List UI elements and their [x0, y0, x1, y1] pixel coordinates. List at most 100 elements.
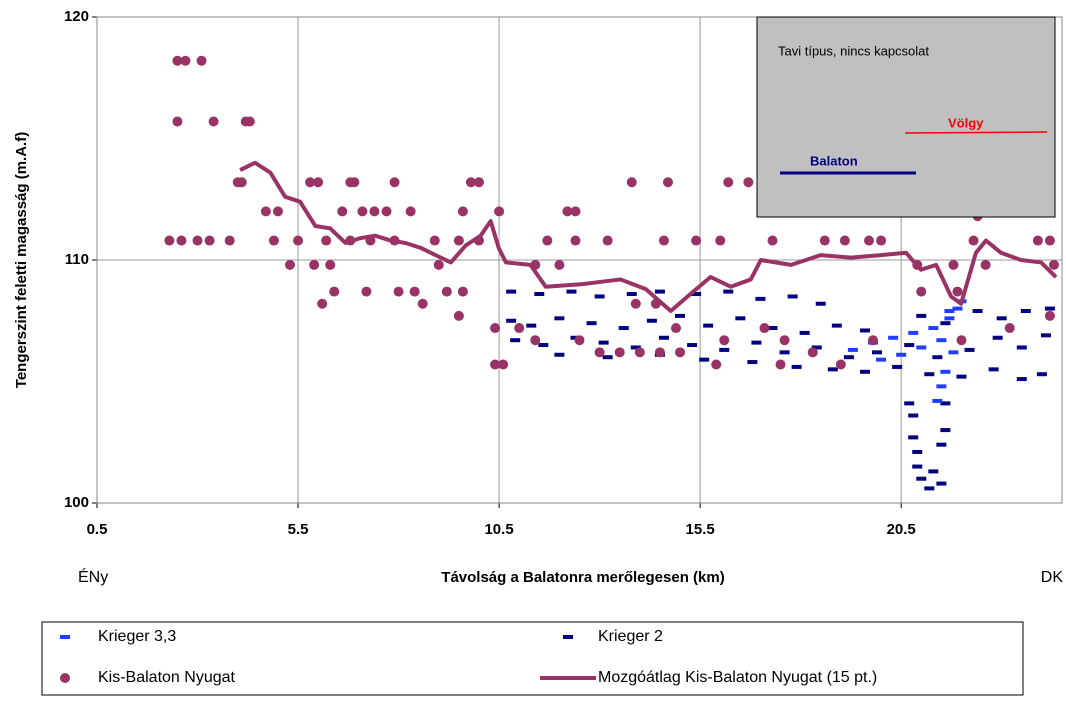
- dash-point: [936, 338, 947, 343]
- circle-point: [759, 323, 770, 334]
- circle-point: [313, 177, 324, 188]
- left-note: ÉNy: [78, 567, 108, 586]
- dash-point: [658, 335, 669, 340]
- dash-point: [602, 355, 613, 360]
- circle-point: [441, 286, 452, 297]
- inset-lower-label: Balaton: [810, 153, 858, 168]
- circle-point: [570, 206, 581, 217]
- circle-point: [337, 206, 348, 217]
- dash-point: [940, 401, 951, 406]
- dash-point: [735, 316, 746, 321]
- dash-point: [888, 335, 899, 340]
- dash-point: [526, 323, 537, 328]
- dash-point: [847, 347, 858, 352]
- dash-point: [908, 435, 919, 440]
- circle-point: [654, 347, 665, 358]
- circle-point: [719, 335, 730, 346]
- dash-point: [618, 326, 629, 331]
- circle-point: [465, 177, 476, 188]
- circle-point: [236, 177, 247, 188]
- circle-point: [285, 259, 295, 270]
- dash-point: [815, 301, 826, 306]
- dash-point: [936, 481, 947, 486]
- circle-point: [542, 235, 553, 246]
- circle-point: [1044, 310, 1055, 321]
- circle-point: [514, 323, 525, 334]
- inset-upper-label: Völgy: [948, 115, 984, 130]
- dash-point: [1020, 309, 1031, 314]
- legend-label: Mozgóátlag Kis-Balaton Nyugat (15 pt.): [598, 669, 877, 686]
- dash-point: [787, 294, 798, 299]
- dash-point: [779, 350, 790, 355]
- dash-point: [566, 289, 577, 294]
- circle-point: [293, 235, 304, 246]
- dash-point: [944, 316, 955, 321]
- dash-point: [956, 374, 967, 379]
- series: [506, 289, 1055, 491]
- dash-point: [594, 294, 605, 299]
- circle-point: [554, 259, 565, 270]
- dash-point: [859, 369, 870, 374]
- dash-point: [751, 340, 762, 345]
- dash-point: [932, 355, 943, 360]
- circle-point: [614, 347, 625, 358]
- x-tick-label: 0.5: [87, 521, 108, 538]
- circle-point: [602, 235, 613, 246]
- dash-point: [719, 347, 730, 352]
- circle-point: [457, 206, 468, 217]
- dash-point: [811, 345, 822, 350]
- circle-point: [176, 235, 187, 246]
- dash-point: [940, 321, 951, 326]
- dash-point: [626, 292, 637, 297]
- circle-point: [244, 116, 255, 127]
- circle-point: [1048, 259, 1059, 270]
- dash-point: [932, 398, 943, 403]
- circle-point: [839, 235, 850, 246]
- dash-point: [936, 384, 947, 389]
- circle-point: [1004, 323, 1015, 334]
- x-tick-label: 15.5: [686, 521, 715, 538]
- circle-point: [594, 347, 605, 358]
- x-tick-label: 20.5: [887, 521, 916, 538]
- dash-point: [940, 428, 951, 433]
- circle-point: [164, 235, 175, 246]
- inset: Tavi típus, nincs kapcsolat Völgy Balato…: [756, 16, 1056, 218]
- legend-label: Krieger 3,3: [98, 628, 176, 645]
- circle-point: [1044, 235, 1055, 246]
- y-axis-label: Tengerszint feletti magasság (m.A.f): [13, 132, 30, 388]
- circle-point: [208, 116, 219, 127]
- dash-point: [988, 367, 999, 372]
- circle-point: [349, 177, 360, 188]
- dash-point: [940, 369, 951, 374]
- circle-point: [948, 259, 959, 270]
- dash-point: [534, 292, 545, 297]
- circle-point: [417, 298, 428, 309]
- circle-point: [868, 335, 879, 346]
- dash-point: [964, 347, 975, 352]
- dash-point: [767, 326, 778, 331]
- dash-point: [510, 338, 521, 343]
- dash-point: [912, 464, 923, 469]
- circle-point: [204, 235, 215, 246]
- circle-point: [968, 235, 979, 246]
- circle-point: [711, 359, 722, 370]
- plot-border: [96, 16, 1063, 504]
- dash-point: [691, 292, 702, 297]
- dash-point: [944, 309, 955, 314]
- circle-point: [671, 323, 681, 334]
- dash-point: [859, 328, 870, 333]
- dash-point: [723, 289, 734, 294]
- circle-point: [490, 323, 501, 334]
- circle-point: [309, 259, 320, 270]
- circle-point: [952, 286, 963, 297]
- dash-point: [912, 449, 923, 454]
- circle-point: [172, 55, 183, 66]
- circle-point: [835, 359, 846, 370]
- dash-point: [791, 364, 802, 369]
- dash-point: [843, 355, 854, 360]
- circle-point: [260, 206, 271, 217]
- dash-point: [1016, 377, 1027, 382]
- circle-point: [453, 310, 464, 321]
- circle-point: [325, 259, 336, 270]
